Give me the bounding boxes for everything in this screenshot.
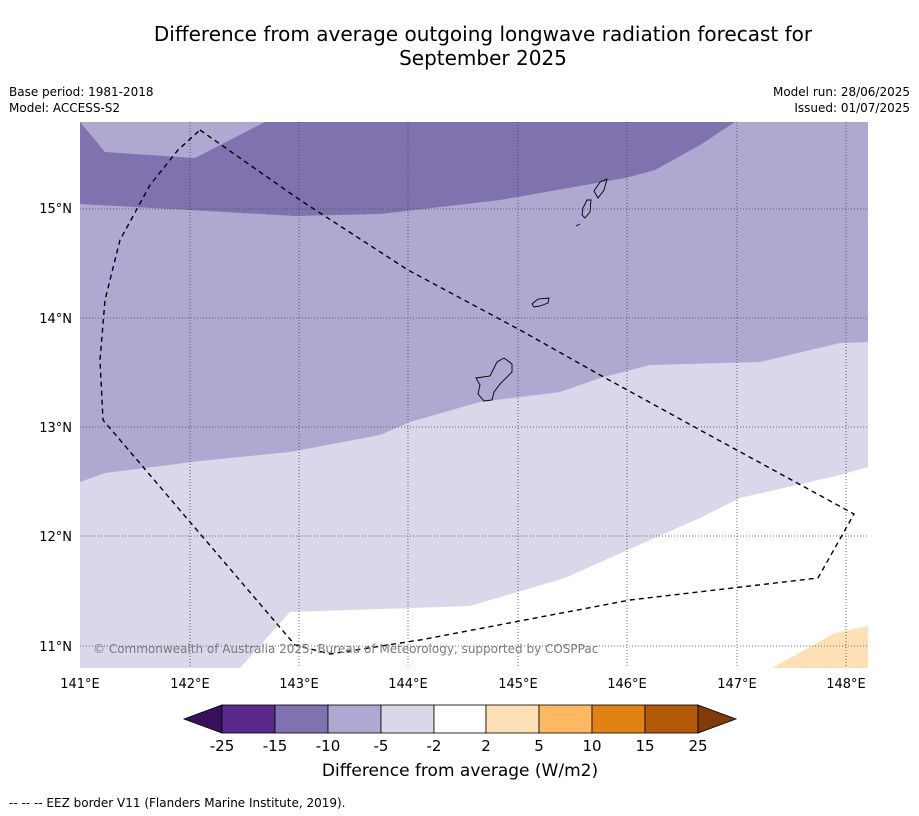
copyright-text: © Commonwealth of Australia 2025, Bureau… <box>93 642 598 656</box>
lon-label-145e: 145°E <box>498 677 538 692</box>
title-line-2: September 2025 <box>399 46 567 70</box>
colorbar-tick-2: -10 <box>316 737 341 755</box>
colorbar: -25 -15 -10 -5 -2 2 5 10 15 25 <box>182 704 738 755</box>
lat-axis: 15°N 14°N 13°N 12°N 11°N <box>39 202 72 655</box>
base-period-text: Base period: 1981-2018 <box>9 85 154 99</box>
colorbar-extend-low <box>182 704 223 734</box>
colorbar-swatch-3 <box>327 704 382 734</box>
issued-text: Issued: 01/07/2025 <box>794 101 910 115</box>
eez-footnote: -- -- -- EEZ border V11 (Flanders Marine… <box>9 796 346 810</box>
title-line-1: Difference from average outgoing longwav… <box>153 22 813 46</box>
colorbar-extend-high <box>697 704 738 734</box>
anomaly-band-minus15-minus10 <box>80 122 735 216</box>
lon-label-142e: 142°E <box>170 677 210 692</box>
colorbar-title: Difference from average (W/m2) <box>321 761 599 781</box>
lat-label-11n: 11°N <box>39 640 72 655</box>
model-run-text: Model run: 28/06/2025 <box>772 85 910 99</box>
lon-label-146e: 146°E <box>607 677 647 692</box>
colorbar-swatch-5 <box>433 704 487 734</box>
colorbar-swatch-2 <box>274 704 329 734</box>
island-rota <box>531 297 550 308</box>
islands <box>475 178 608 402</box>
grid-lines <box>80 122 868 668</box>
lon-axis: 141°E 142°E 143°E 144°E 145°E 146°E 147°… <box>60 677 866 692</box>
lon-label-147e: 147°E <box>717 677 757 692</box>
colorbar-swatch-6 <box>485 704 540 734</box>
lat-label-12n: 12°N <box>39 530 72 545</box>
lon-label-141e: 141°E <box>60 677 100 692</box>
colorbar-swatch-7 <box>538 704 593 734</box>
colorbar-tick-6: 5 <box>534 737 544 755</box>
colorbar-swatch-8 <box>591 704 646 734</box>
colorbar-tick-4: -2 <box>427 737 442 755</box>
colorbar-tick-1: -15 <box>263 737 288 755</box>
meta-left: Base period: 1981-2018 Model: ACCESS-S2 <box>9 84 154 116</box>
lon-label-143e: 143°E <box>279 677 319 692</box>
meta-right: Model run: 28/06/2025 Issued: 01/07/2025 <box>773 84 910 116</box>
island-guam <box>475 357 513 402</box>
island-aguijan <box>575 223 581 227</box>
model-text: Model: ACCESS-S2 <box>9 101 121 115</box>
lon-label-148e: 148°E <box>826 677 866 692</box>
colorbar-swatch-4 <box>380 704 435 734</box>
anomaly-band-2-5 <box>772 626 868 668</box>
anomaly-patch-minus10-minus5-top <box>80 122 265 158</box>
lon-label-144e: 144°E <box>388 677 428 692</box>
map-area[interactable]: © Commonwealth of Australia 2025, Bureau… <box>80 122 868 668</box>
colorbar-tick-7: 10 <box>582 737 601 755</box>
island-tinian <box>581 199 592 219</box>
island-saipan <box>593 178 608 199</box>
colorbar-swatch-1 <box>221 704 276 734</box>
anomaly-band-minus2-2 <box>240 467 868 668</box>
colorbar-tick-9: 25 <box>688 737 707 755</box>
chart-title: Difference from average outgoing longwav… <box>100 22 866 70</box>
lat-label-15n: 15°N <box>39 202 72 217</box>
colorbar-tick-8: 15 <box>635 737 654 755</box>
colorbar-tick-3: -5 <box>374 737 389 755</box>
lat-label-13n: 13°N <box>39 421 72 436</box>
eez-border <box>99 129 855 655</box>
colorbar-swatch-9 <box>644 704 699 734</box>
colorbar-tick-5: 2 <box>481 737 491 755</box>
lat-label-14n: 14°N <box>39 312 72 327</box>
colorbar-tick-0: -25 <box>210 737 235 755</box>
colorbar-ticks: -25 -15 -10 -5 -2 2 5 10 15 25 <box>210 737 708 755</box>
